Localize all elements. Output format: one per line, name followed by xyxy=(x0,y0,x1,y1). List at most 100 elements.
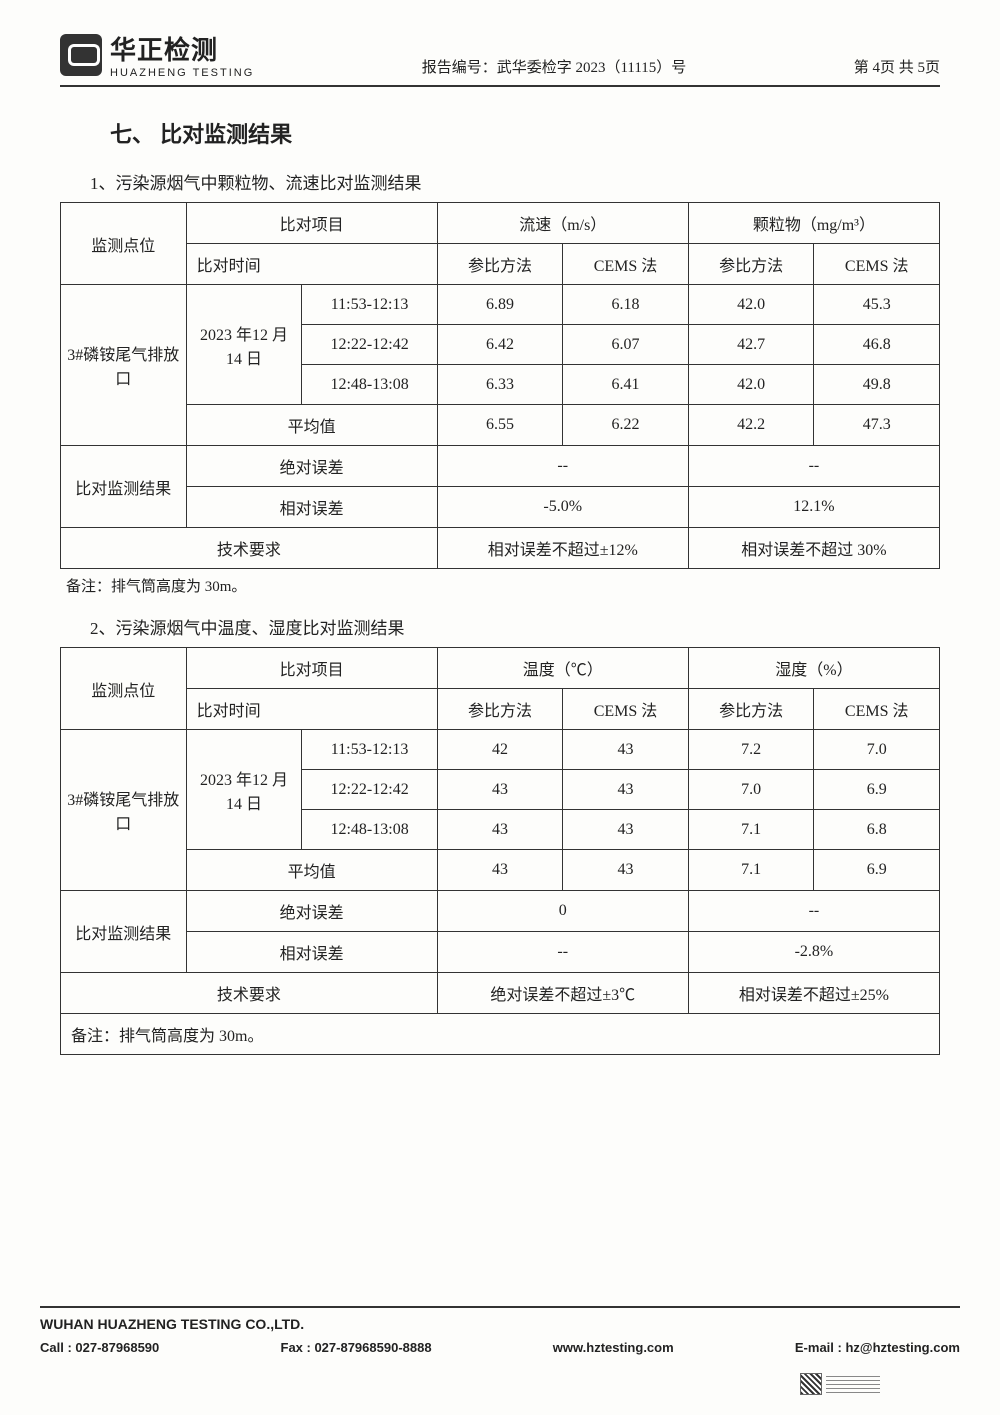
date: 2023 年12 月 14 日 xyxy=(186,285,302,405)
t1-r1-b1: 42.7 xyxy=(688,325,814,365)
req-label: 技术要求 xyxy=(61,528,438,569)
t1-avg-b2: 47.3 xyxy=(814,405,940,446)
point2: 3#磷铵尾气排放口 xyxy=(61,730,187,891)
footer-fax: Fax : 027-87968590-8888 xyxy=(281,1340,432,1355)
sub-cems-b: CEMS 法 xyxy=(814,244,940,285)
date2: 2023 年12 月 14 日 xyxy=(186,730,302,850)
abs-err-label: 绝对误差 xyxy=(186,446,437,487)
t1-avg-a2: 6.22 xyxy=(563,405,689,446)
logo-cn: 华正检测 xyxy=(110,30,254,67)
col-time2: 比对时间 xyxy=(186,689,437,730)
t2-r1-a2: 43 xyxy=(563,770,689,810)
t2-rel-b: -2.8% xyxy=(688,932,939,973)
t2-r0-b1: 7.2 xyxy=(688,730,814,770)
t1-avg-b1: 42.2 xyxy=(688,405,814,446)
t1-r0-t: 11:53-12:13 xyxy=(302,285,437,325)
t2-r1-t: 12:22-12:42 xyxy=(302,770,437,810)
t2-rel-a: -- xyxy=(437,932,688,973)
t1-r2-b1: 42.0 xyxy=(688,365,814,405)
t1-r2-t: 12:48-13:08 xyxy=(302,365,437,405)
section-title: 七、 比对监测结果 xyxy=(110,117,940,149)
t2-r2-a2: 43 xyxy=(563,810,689,850)
req-label2: 技术要求 xyxy=(61,973,438,1014)
t1-req-a: 相对误差不超过±12% xyxy=(437,528,688,569)
group-flow: 流速（m/s） xyxy=(437,203,688,244)
t1-r0-a2: 6.18 xyxy=(563,285,689,325)
sub-cems-b2: CEMS 法 xyxy=(814,689,940,730)
group-particle: 颗粒物（mg/m³） xyxy=(688,203,939,244)
t2-r0-a2: 43 xyxy=(563,730,689,770)
logo-icon xyxy=(60,34,102,76)
table1-subtitle: 1、污染源烟气中颗粒物、流速比对监测结果 xyxy=(90,169,940,194)
sub-ref-b: 参比方法 xyxy=(688,244,814,285)
footer-email: E-mail : hz@hztesting.com xyxy=(795,1340,960,1355)
avg-label: 平均值 xyxy=(186,405,437,446)
t1-avg-a1: 6.55 xyxy=(437,405,563,446)
sub-ref-a: 参比方法 xyxy=(437,244,563,285)
footer-company: WUHAN HUAZHENG TESTING CO.,LTD. xyxy=(40,1316,960,1332)
t2-avg-b2: 6.9 xyxy=(814,850,940,891)
t1-r0-a1: 6.89 xyxy=(437,285,563,325)
t1-r1-a2: 6.07 xyxy=(563,325,689,365)
page-footer: WUHAN HUAZHENG TESTING CO.,LTD. Call : 0… xyxy=(0,1306,1000,1355)
rel-err-label: 相对误差 xyxy=(186,487,437,528)
t2-avg-b1: 7.1 xyxy=(688,850,814,891)
t2-avg-a2: 43 xyxy=(563,850,689,891)
report-number: 报告编号：武华委检字 2023（11115）号 xyxy=(254,56,853,79)
t1-rel-a: -5.0% xyxy=(437,487,688,528)
t1-r2-a1: 6.33 xyxy=(437,365,563,405)
col-item: 比对项目 xyxy=(186,203,437,244)
t1-r1-t: 12:22-12:42 xyxy=(302,325,437,365)
table2-subtitle: 2、污染源烟气中温度、湿度比对监测结果 xyxy=(90,614,940,639)
t2-avg-a1: 43 xyxy=(437,850,563,891)
point: 3#磷铵尾气排放口 xyxy=(61,285,187,446)
t1-r2-a2: 6.41 xyxy=(563,365,689,405)
footer-call: Call : 027-87968590 xyxy=(40,1340,159,1355)
sub-cems-a: CEMS 法 xyxy=(563,244,689,285)
col-point: 监测点位 xyxy=(61,203,187,285)
barcode-icon xyxy=(826,1375,880,1393)
t2-req-a: 绝对误差不超过±3℃ xyxy=(437,973,688,1014)
t2-r1-a1: 43 xyxy=(437,770,563,810)
t2-r0-b2: 7.0 xyxy=(814,730,940,770)
table1: 监测点位 比对项目 流速（m/s） 颗粒物（mg/m³） 比对时间 参比方法 C… xyxy=(60,202,940,569)
t1-r2-b2: 49.8 xyxy=(814,365,940,405)
col-time: 比对时间 xyxy=(186,244,437,285)
t1-abs-b: -- xyxy=(688,446,939,487)
qr-code xyxy=(800,1371,880,1397)
group-humid: 湿度（%） xyxy=(688,648,939,689)
t2-r2-b2: 6.8 xyxy=(814,810,940,850)
t2-req-b: 相对误差不超过±25% xyxy=(688,973,939,1014)
footer-web: www.hztesting.com xyxy=(553,1340,674,1355)
abs-err-label2: 绝对误差 xyxy=(186,891,437,932)
col-point2: 监测点位 xyxy=(61,648,187,730)
logo: 华正检测 HUAZHENG TESTING xyxy=(60,30,254,79)
t2-r2-b1: 7.1 xyxy=(688,810,814,850)
t2-r0-a1: 42 xyxy=(437,730,563,770)
t1-r0-b2: 45.3 xyxy=(814,285,940,325)
sub-ref-a2: 参比方法 xyxy=(437,689,563,730)
t1-abs-a: -- xyxy=(437,446,688,487)
t2-r1-b2: 6.9 xyxy=(814,770,940,810)
sub-cems-a2: CEMS 法 xyxy=(563,689,689,730)
t2-r1-b1: 7.0 xyxy=(688,770,814,810)
rel-err-label2: 相对误差 xyxy=(186,932,437,973)
page-header: 华正检测 HUAZHENG TESTING 报告编号：武华委检字 2023（11… xyxy=(60,30,940,87)
t2-abs-b: -- xyxy=(688,891,939,932)
t2-abs-a: 0 xyxy=(437,891,688,932)
group-temp: 温度（℃） xyxy=(437,648,688,689)
table1-note: 备注：排气筒高度为 30m。 xyxy=(66,575,940,596)
t2-r2-t: 12:48-13:08 xyxy=(302,810,437,850)
result-label: 比对监测结果 xyxy=(61,446,187,528)
t2-r0-t: 11:53-12:13 xyxy=(302,730,437,770)
result-label2: 比对监测结果 xyxy=(61,891,187,973)
t1-rel-b: 12.1% xyxy=(688,487,939,528)
t2-r2-a1: 43 xyxy=(437,810,563,850)
table2-note: 备注：排气筒高度为 30m。 xyxy=(61,1014,940,1055)
t1-r0-b1: 42.0 xyxy=(688,285,814,325)
t1-r1-b2: 46.8 xyxy=(814,325,940,365)
qr-icon xyxy=(800,1373,822,1395)
t1-req-b: 相对误差不超过 30% xyxy=(688,528,939,569)
sub-ref-b2: 参比方法 xyxy=(688,689,814,730)
page-number: 第 4页 共 5页 xyxy=(854,56,940,79)
